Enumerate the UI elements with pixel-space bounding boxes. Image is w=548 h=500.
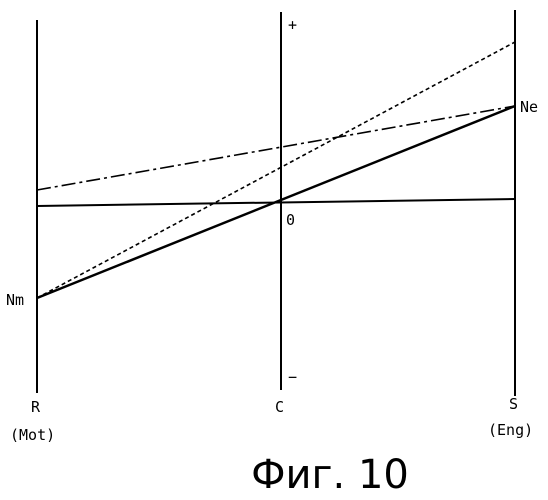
- nm-label: Nm: [6, 291, 24, 309]
- figure-caption: Фиг. 10: [251, 452, 409, 498]
- dotted-speed-line: [37, 42, 515, 298]
- axis-r-sublabel: (Mot): [10, 426, 55, 444]
- axis-s-label: S: [509, 395, 518, 413]
- axis-c-label: C: [275, 398, 284, 416]
- axis-r-label: R: [31, 398, 41, 416]
- center-plus-sign: +: [288, 16, 297, 34]
- solid-speed-line: [37, 106, 515, 298]
- axis-s-sublabel: (Eng): [488, 421, 533, 439]
- center-minus-sign: −: [288, 368, 297, 386]
- dash-dot-line: [37, 106, 515, 190]
- ne-label: Ne: [520, 98, 538, 116]
- zero-label: 0: [286, 211, 295, 229]
